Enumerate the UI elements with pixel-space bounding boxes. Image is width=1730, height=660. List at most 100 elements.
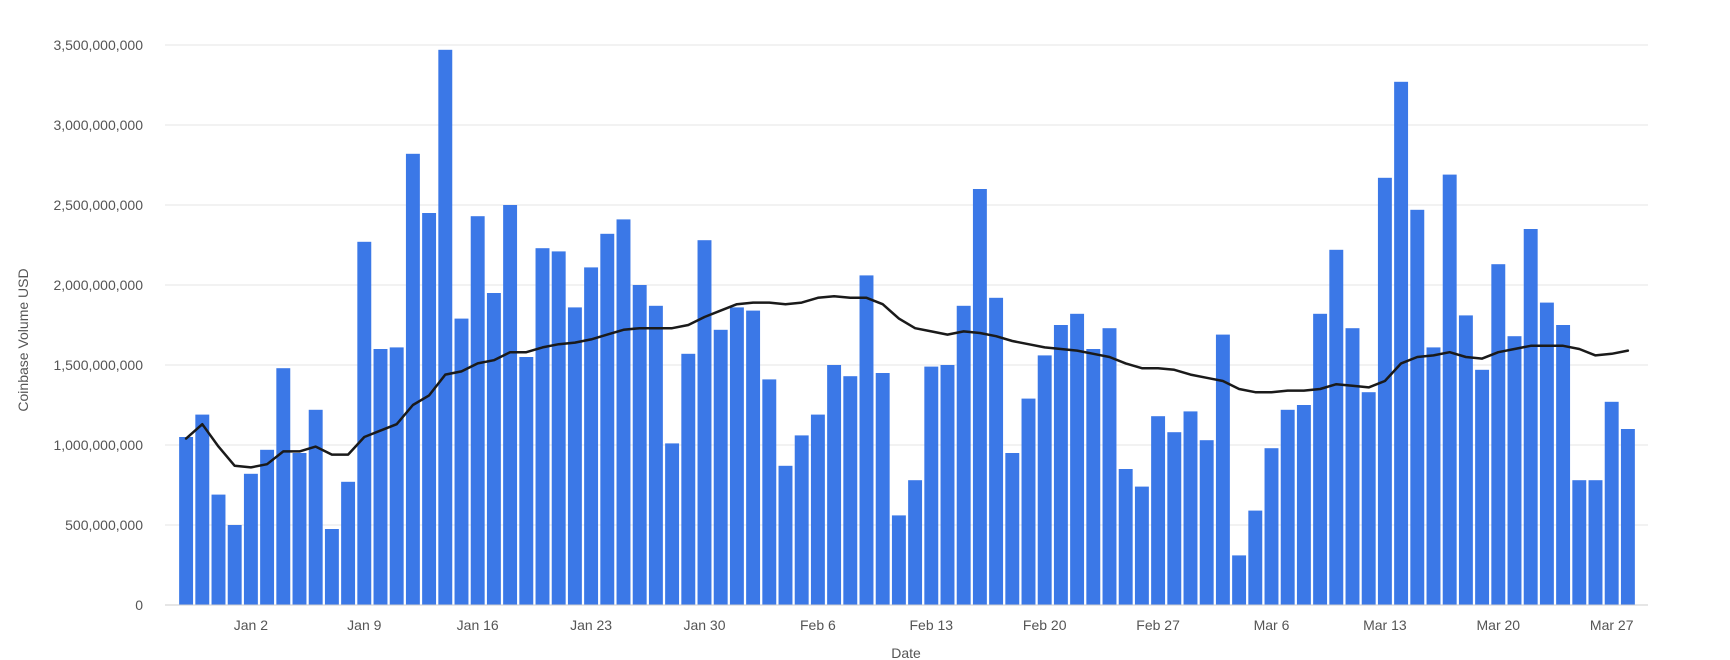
y-tick-label: 3,000,000,000 (53, 117, 143, 133)
volume-bar (308, 409, 323, 605)
volume-bar (422, 213, 437, 605)
volume-bar (1620, 429, 1635, 605)
volume-bar (972, 189, 987, 605)
volume-bar (470, 216, 485, 605)
volume-bar (924, 366, 939, 605)
y-tick-label: 0 (135, 597, 143, 613)
volume-bar (195, 414, 210, 605)
x-tick-label: Feb 27 (1136, 617, 1180, 633)
volume-bar (260, 449, 275, 605)
volume-bar (1523, 229, 1538, 605)
volume-bar (794, 435, 809, 605)
volume-bar (551, 251, 566, 605)
x-tick-label: Mar 6 (1254, 617, 1290, 633)
volume-bar (1232, 555, 1247, 605)
volume-bar (1394, 81, 1409, 606)
volume-bar (341, 481, 356, 605)
volume-bar (1005, 453, 1020, 605)
x-tick-label: Feb 6 (800, 617, 836, 633)
y-tick-label: 500,000,000 (65, 517, 143, 533)
volume-bar (357, 241, 372, 606)
volume-bar (211, 494, 226, 605)
x-tick-label: Mar 20 (1477, 617, 1521, 633)
x-tick-label: Jan 16 (457, 617, 499, 633)
volume-bar (648, 305, 663, 605)
volume-bar (1037, 355, 1052, 605)
volume-bar (1118, 469, 1133, 605)
volume-bar (843, 376, 858, 605)
x-tick-label: Feb 20 (1023, 617, 1067, 633)
volume-bar (1248, 510, 1263, 605)
volume-bar (503, 205, 518, 605)
x-axis-title: Date (891, 645, 921, 660)
volume-bar (875, 373, 890, 605)
volume-bar (1507, 336, 1522, 605)
volume-bar (681, 353, 696, 605)
x-tick-label: Jan 23 (570, 617, 612, 633)
volume-bar (1475, 369, 1490, 605)
volume-bar (243, 473, 258, 605)
volume-bar (1604, 401, 1619, 605)
volume-bar (908, 480, 923, 605)
x-tick-label: Jan 9 (347, 617, 381, 633)
volume-bar (1329, 249, 1344, 606)
volume-bar (1410, 209, 1425, 606)
volume-bar (1458, 315, 1473, 605)
volume-bar (1442, 174, 1457, 605)
volume-bar (179, 437, 194, 605)
volume-bar (891, 515, 906, 605)
volume-bar (1264, 448, 1279, 605)
y-tick-label: 2,500,000,000 (53, 197, 143, 213)
volume-bar (227, 525, 242, 605)
volume-bar (1053, 325, 1068, 605)
x-tick-label: Mar 13 (1363, 617, 1407, 633)
volume-bar (535, 248, 550, 605)
volume-bar (600, 233, 615, 606)
volume-bar (584, 267, 599, 605)
volume-bar (746, 310, 761, 605)
volume-bar (989, 297, 1004, 605)
y-tick-label: 1,500,000,000 (53, 357, 143, 373)
volume-bar (454, 318, 469, 605)
moving-average-line (184, 294, 1630, 469)
x-tick-label: Jan 2 (234, 617, 268, 633)
volume-bar (1345, 328, 1360, 605)
volume-bar (827, 365, 842, 605)
volume-bar (1313, 313, 1328, 605)
volume-bar (1377, 177, 1392, 606)
volume-bar (1134, 486, 1149, 605)
volume-bar (389, 347, 404, 605)
volume-bar (1086, 349, 1101, 605)
x-axis-tick-labels: Jan 2 Jan 9 Jan 16 Jan 23 Jan 30 Feb 6 Feb 13 F… (234, 617, 1634, 633)
volume-bar (632, 285, 647, 605)
volume-bar (292, 453, 307, 605)
volume-bars (179, 49, 1635, 606)
volume-bar (713, 329, 728, 605)
volume-bar (486, 293, 501, 605)
y-tick-label: 2,000,000,000 (53, 277, 143, 293)
volume-bar (956, 305, 971, 605)
volume-bar (1572, 480, 1587, 605)
y-axis-title: Coinbase Volume USD (15, 268, 31, 411)
x-tick-label: Feb 13 (910, 617, 954, 633)
y-tick-label: 3,500,000,000 (53, 37, 143, 53)
volume-bar (859, 275, 874, 605)
volume-bar (405, 153, 420, 606)
volume-bar (1167, 432, 1182, 605)
volume-bar (1151, 416, 1166, 605)
volume-bar (1556, 325, 1571, 605)
x-tick-label: Jan 30 (683, 617, 725, 633)
volume-bar (519, 357, 534, 605)
volume-bar (762, 379, 777, 605)
volume-bar (1070, 313, 1085, 605)
volume-bar (1588, 480, 1603, 605)
y-axis-tick-labels: 0 500,000,000 1,000,000,000 1,500,000,000 2,… (53, 37, 143, 613)
volume-bar (1361, 392, 1376, 605)
volume-bar (1199, 440, 1214, 605)
volume-bar (1296, 405, 1311, 605)
volume-bar (1539, 302, 1554, 605)
volume-bar (665, 443, 680, 605)
volume-bar (276, 368, 291, 605)
